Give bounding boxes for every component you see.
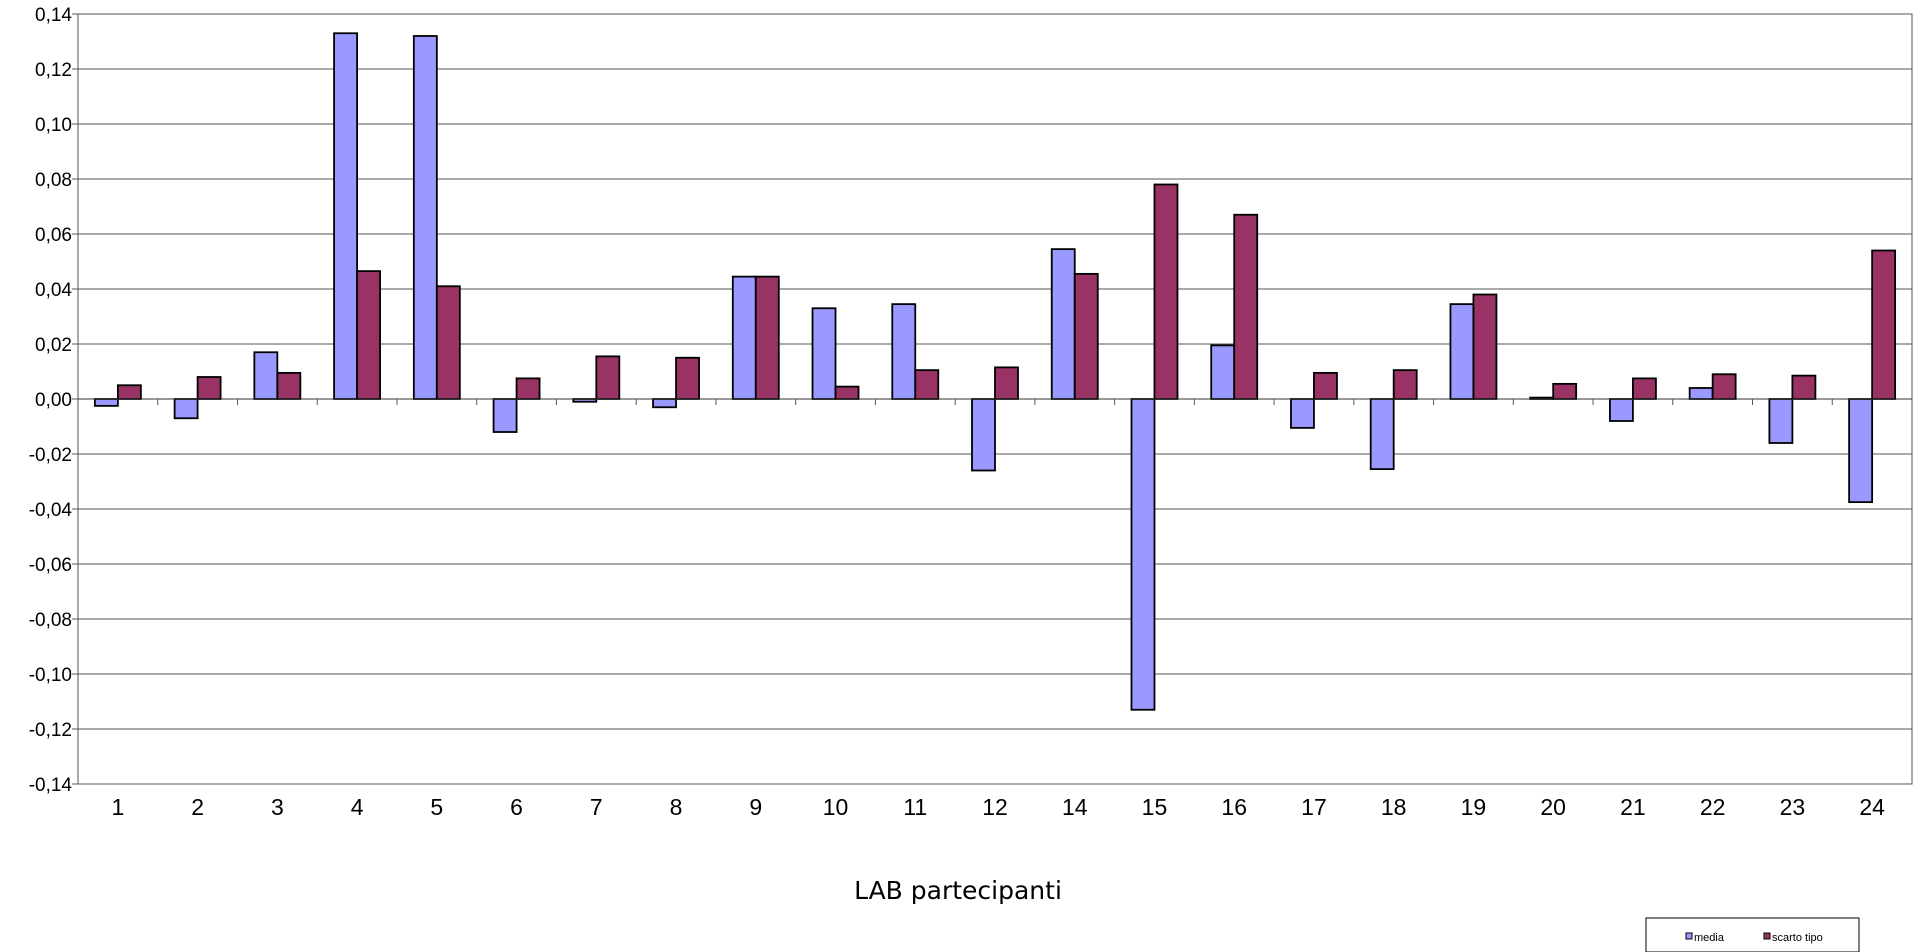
legend-swatch-media — [1685, 932, 1693, 940]
bar-scarto-tipo-15 — [1153, 183, 1179, 400]
bar-media-21 — [1609, 398, 1634, 422]
x-axis-ticks: 1 2 3 4 5 6 7 8 9 10 11 12 14 15 16 17 18 19 20 21 22 23 24 — [77, 399, 1913, 820]
bar-media-3 — [253, 351, 279, 400]
bar-scarto-tipo-12 — [994, 366, 1019, 400]
bar-scarto-tipo-16 — [1233, 213, 1259, 400]
bar-scarto-tipo-8 — [675, 356, 700, 400]
bar-scarto-tipo-7 — [595, 355, 621, 400]
x-tick-label: 3 — [271, 794, 284, 820]
y-tick-label: -0,14 — [29, 775, 73, 796]
bar-scarto-tipo-21 — [1632, 377, 1657, 400]
y-tick-label: -0,02 — [29, 445, 72, 466]
bar-media-18 — [1369, 398, 1395, 471]
x-tick-label: 19 — [1461, 794, 1487, 820]
y-tick-label: 0,02 — [35, 335, 72, 356]
gridlines — [78, 13, 1912, 785]
legend-swatch-scarto-tipo — [1763, 932, 1771, 940]
bar-media-10 — [811, 307, 837, 400]
bar-media-15 — [1130, 398, 1156, 711]
bar-scarto-tipo-11 — [914, 369, 940, 400]
bar-scarto-tipo-3 — [276, 371, 302, 400]
x-tick-label: 5 — [430, 794, 443, 820]
bar-scarto-tipo-20 — [1552, 382, 1578, 400]
x-tick-label: 17 — [1301, 794, 1327, 820]
bar-media-16 — [1210, 344, 1236, 400]
y-tick-label: 0,14 — [35, 5, 72, 26]
legend: media scarto tipo — [1645, 917, 1860, 952]
bar-scarto-tipo-9 — [754, 275, 780, 400]
y-tick-label: -0,10 — [29, 665, 72, 686]
bar-media-19 — [1449, 303, 1475, 400]
bar-media-8 — [652, 398, 677, 409]
x-tick-label: 22 — [1700, 794, 1726, 820]
bar-media-11 — [891, 303, 917, 400]
x-tick-label: 2 — [191, 794, 204, 820]
bar-scarto-tipo-10 — [834, 385, 860, 400]
legend-label-media: media — [1694, 932, 1725, 944]
bar-media-4 — [333, 32, 358, 400]
bar-media-9 — [731, 275, 757, 400]
bar-scarto-tipo-17 — [1313, 371, 1338, 400]
x-tick-label: 1 — [111, 794, 124, 820]
y-tick-label: 0,12 — [35, 60, 72, 81]
y-tick-label: 0,04 — [35, 280, 72, 301]
x-tick-label: 7 — [590, 794, 603, 820]
bar-scarto-tipo-14 — [1073, 272, 1099, 400]
x-tick-label: 20 — [1540, 794, 1566, 820]
x-tick-label: 6 — [510, 794, 523, 820]
bar-media-6 — [492, 398, 518, 433]
bar-media-17 — [1290, 398, 1315, 429]
legend-box — [1645, 917, 1860, 952]
y-tick-label: 0,10 — [35, 115, 72, 136]
y-tick-label: 0,08 — [35, 170, 72, 191]
bar-scarto-tipo-23 — [1791, 374, 1817, 400]
y-tick-label: -0,12 — [29, 720, 72, 741]
bar-scarto-tipo-5 — [435, 285, 461, 400]
x-tick-label: 18 — [1381, 794, 1407, 820]
bar-scarto-tipo-22 — [1711, 373, 1737, 400]
x-tick-label: 4 — [351, 794, 364, 820]
bar-media-5 — [412, 35, 438, 400]
x-tick-label: 16 — [1221, 794, 1247, 820]
bar-media-23 — [1768, 398, 1794, 444]
y-tick-label: 0,06 — [35, 225, 72, 246]
bar-scarto-tipo-4 — [356, 270, 381, 400]
y-tick-label: -0,08 — [29, 610, 72, 631]
bar-scarto-tipo-24 — [1871, 249, 1897, 400]
y-tick-label: 0,00 — [35, 390, 72, 411]
bar-media-12 — [971, 398, 996, 472]
x-tick-label: 10 — [823, 794, 849, 820]
bar-scarto-tipo-2 — [196, 376, 222, 400]
x-tick-label: 8 — [670, 794, 683, 820]
x-tick-label: 15 — [1142, 794, 1168, 820]
x-axis-label: LAB partecipanti — [854, 876, 1062, 905]
x-tick-label: 9 — [749, 794, 762, 820]
bar-media-24 — [1848, 398, 1874, 504]
bar-scarto-tipo-6 — [515, 377, 541, 400]
x-tick-label: 21 — [1620, 794, 1646, 820]
bar-media-2 — [173, 398, 199, 420]
x-tick-label: 24 — [1859, 794, 1885, 820]
x-tick-label: 14 — [1062, 794, 1088, 820]
y-tick-label: -0,06 — [29, 555, 72, 576]
legend-label-scarto-tipo: scarto tipo — [1772, 932, 1823, 944]
bar-media-22 — [1688, 387, 1714, 400]
bar-media-14 — [1050, 248, 1076, 400]
y-tick-label: -0,04 — [29, 500, 73, 521]
y-axis-ticks: 0,14 0,12 0,10 0,08 0,06 0,04 0,02 0,00 -0,02 -0,… — [29, 5, 78, 796]
bar-scarto-tipo-19 — [1472, 293, 1498, 400]
bars — [93, 32, 1897, 711]
bar-scarto-tipo-18 — [1392, 369, 1418, 400]
bar-scarto-tipo-1 — [116, 384, 142, 400]
x-tick-label: 11 — [903, 794, 927, 820]
x-tick-label: 12 — [982, 794, 1008, 820]
x-tick-label: 23 — [1780, 794, 1806, 820]
bar-media-1 — [93, 398, 119, 407]
